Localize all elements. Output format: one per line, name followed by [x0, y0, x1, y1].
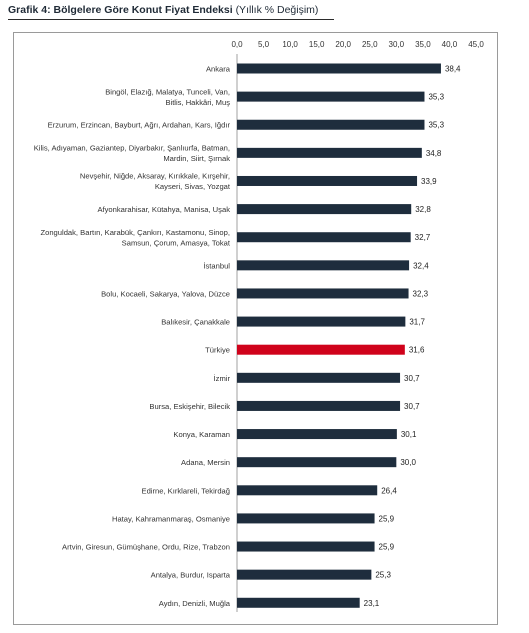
x-tick-label: 15,0: [309, 40, 325, 49]
value-label: 32,8: [415, 205, 431, 214]
value-label: 30,0: [400, 458, 416, 467]
category-label: Bolu, Kocaeli, Sakarya, Yalova, Düzce: [101, 289, 230, 298]
bar: [237, 569, 372, 580]
category-label: Aydın, Denizli, Muğla: [159, 599, 231, 608]
x-tick-label: 30,0: [389, 40, 405, 49]
category-label: Nevşehir, Niğde, Aksaray, Kırıkkale, Kır…: [80, 172, 230, 181]
value-label: 23,1: [364, 599, 380, 608]
category-label: Samsun, Çorum, Amasya, Tokat: [122, 238, 231, 247]
x-tick-label: 35,0: [415, 40, 431, 49]
x-tick-label: 20,0: [335, 40, 351, 49]
x-tick-label: 40,0: [442, 40, 458, 49]
category-label: Erzurum, Erzincan, Bayburt, Ağrı, Ardaha…: [48, 121, 231, 130]
bar: [237, 288, 409, 299]
bar: [237, 63, 441, 74]
chart-title: Grafik 4: Bölgelere Göre Konut Fiyat End…: [8, 4, 318, 16]
value-label: 31,7: [409, 318, 425, 327]
x-tick-label: 10,0: [282, 40, 298, 49]
value-label: 38,4: [445, 65, 461, 74]
value-label: 31,6: [409, 346, 425, 355]
bar: [237, 232, 411, 243]
value-label: 35,3: [428, 93, 444, 102]
category-label: İzmir: [214, 374, 231, 383]
bar: [237, 372, 401, 383]
value-label: 26,4: [381, 486, 397, 495]
bar: [237, 344, 405, 355]
bar: [237, 119, 425, 130]
value-label: 30,7: [404, 402, 420, 411]
bar: [237, 485, 378, 496]
category-label: Türkiye: [205, 346, 230, 355]
value-label: 25,9: [379, 514, 395, 523]
category-label: Konya, Karaman: [173, 430, 230, 439]
x-tick-label: 0,0: [231, 40, 243, 49]
category-label: Kayseri, Sivas, Yozgat: [155, 182, 231, 191]
category-label: Bitlis, Hakkâri, Muş: [165, 98, 230, 107]
value-label: 33,9: [421, 177, 437, 186]
category-label: Balıkesir, Çanakkale: [161, 318, 230, 327]
bar: [237, 260, 410, 271]
value-label: 25,9: [379, 543, 395, 552]
bar: [237, 400, 401, 411]
chart-frame: [13, 32, 498, 625]
bar: [237, 204, 412, 215]
bar: [237, 541, 375, 552]
category-label: Edirne, Kırklareli, Tekirdağ: [142, 486, 231, 495]
category-label: Hatay, Kahramanmaraş, Osmaniye: [112, 514, 230, 523]
category-label: Adana, Mersin: [181, 458, 230, 467]
x-tick-label: 5,0: [258, 40, 270, 49]
category-label: Bursa, Eskişehir, Bilecik: [149, 402, 230, 411]
category-label: Mardin, Siirt, Şırnak: [163, 154, 230, 163]
bar: [237, 316, 406, 327]
category-label: İstanbul: [203, 261, 230, 270]
bar: [237, 175, 418, 186]
value-label: 30,1: [401, 430, 417, 439]
value-label: 32,7: [415, 233, 431, 242]
value-label: 32,4: [413, 261, 429, 270]
title-rule: [8, 19, 334, 20]
bar: [237, 457, 397, 468]
bar: [237, 91, 425, 102]
chart-title-unit: (Yıllık % Değişim): [235, 4, 319, 16]
category-label: Afyonkarahisar, Kütahya, Manisa, Uşak: [97, 205, 230, 214]
value-label: 32,3: [413, 289, 429, 298]
bar: [237, 429, 397, 440]
chart-title-bold: Grafik 4: Bölgelere Göre Konut Fiyat End…: [8, 4, 233, 16]
value-label: 34,8: [426, 149, 442, 158]
value-label: 35,3: [428, 121, 444, 130]
x-tick-label: 45,0: [468, 40, 484, 49]
category-label: Bingöl, Elazığ, Malatya, Tunceli, Van,: [105, 87, 230, 96]
bar: [237, 597, 360, 608]
x-tick-label: 25,0: [362, 40, 378, 49]
bar: [237, 513, 375, 524]
value-label: 30,7: [404, 374, 420, 383]
category-label: Artvin, Giresun, Gümüşhane, Ordu, Rize, …: [62, 543, 230, 552]
bar: [237, 147, 422, 158]
category-label: Zonguldak, Bartın, Karabük, Çankırı, Kas…: [40, 228, 230, 237]
value-label: 25,3: [375, 571, 391, 580]
category-label: Kilis, Adıyaman, Gaziantep, Diyarbakır, …: [34, 144, 230, 153]
category-label: Ankara: [206, 65, 231, 74]
category-label: Antalya, Burdur, Isparta: [151, 571, 231, 580]
